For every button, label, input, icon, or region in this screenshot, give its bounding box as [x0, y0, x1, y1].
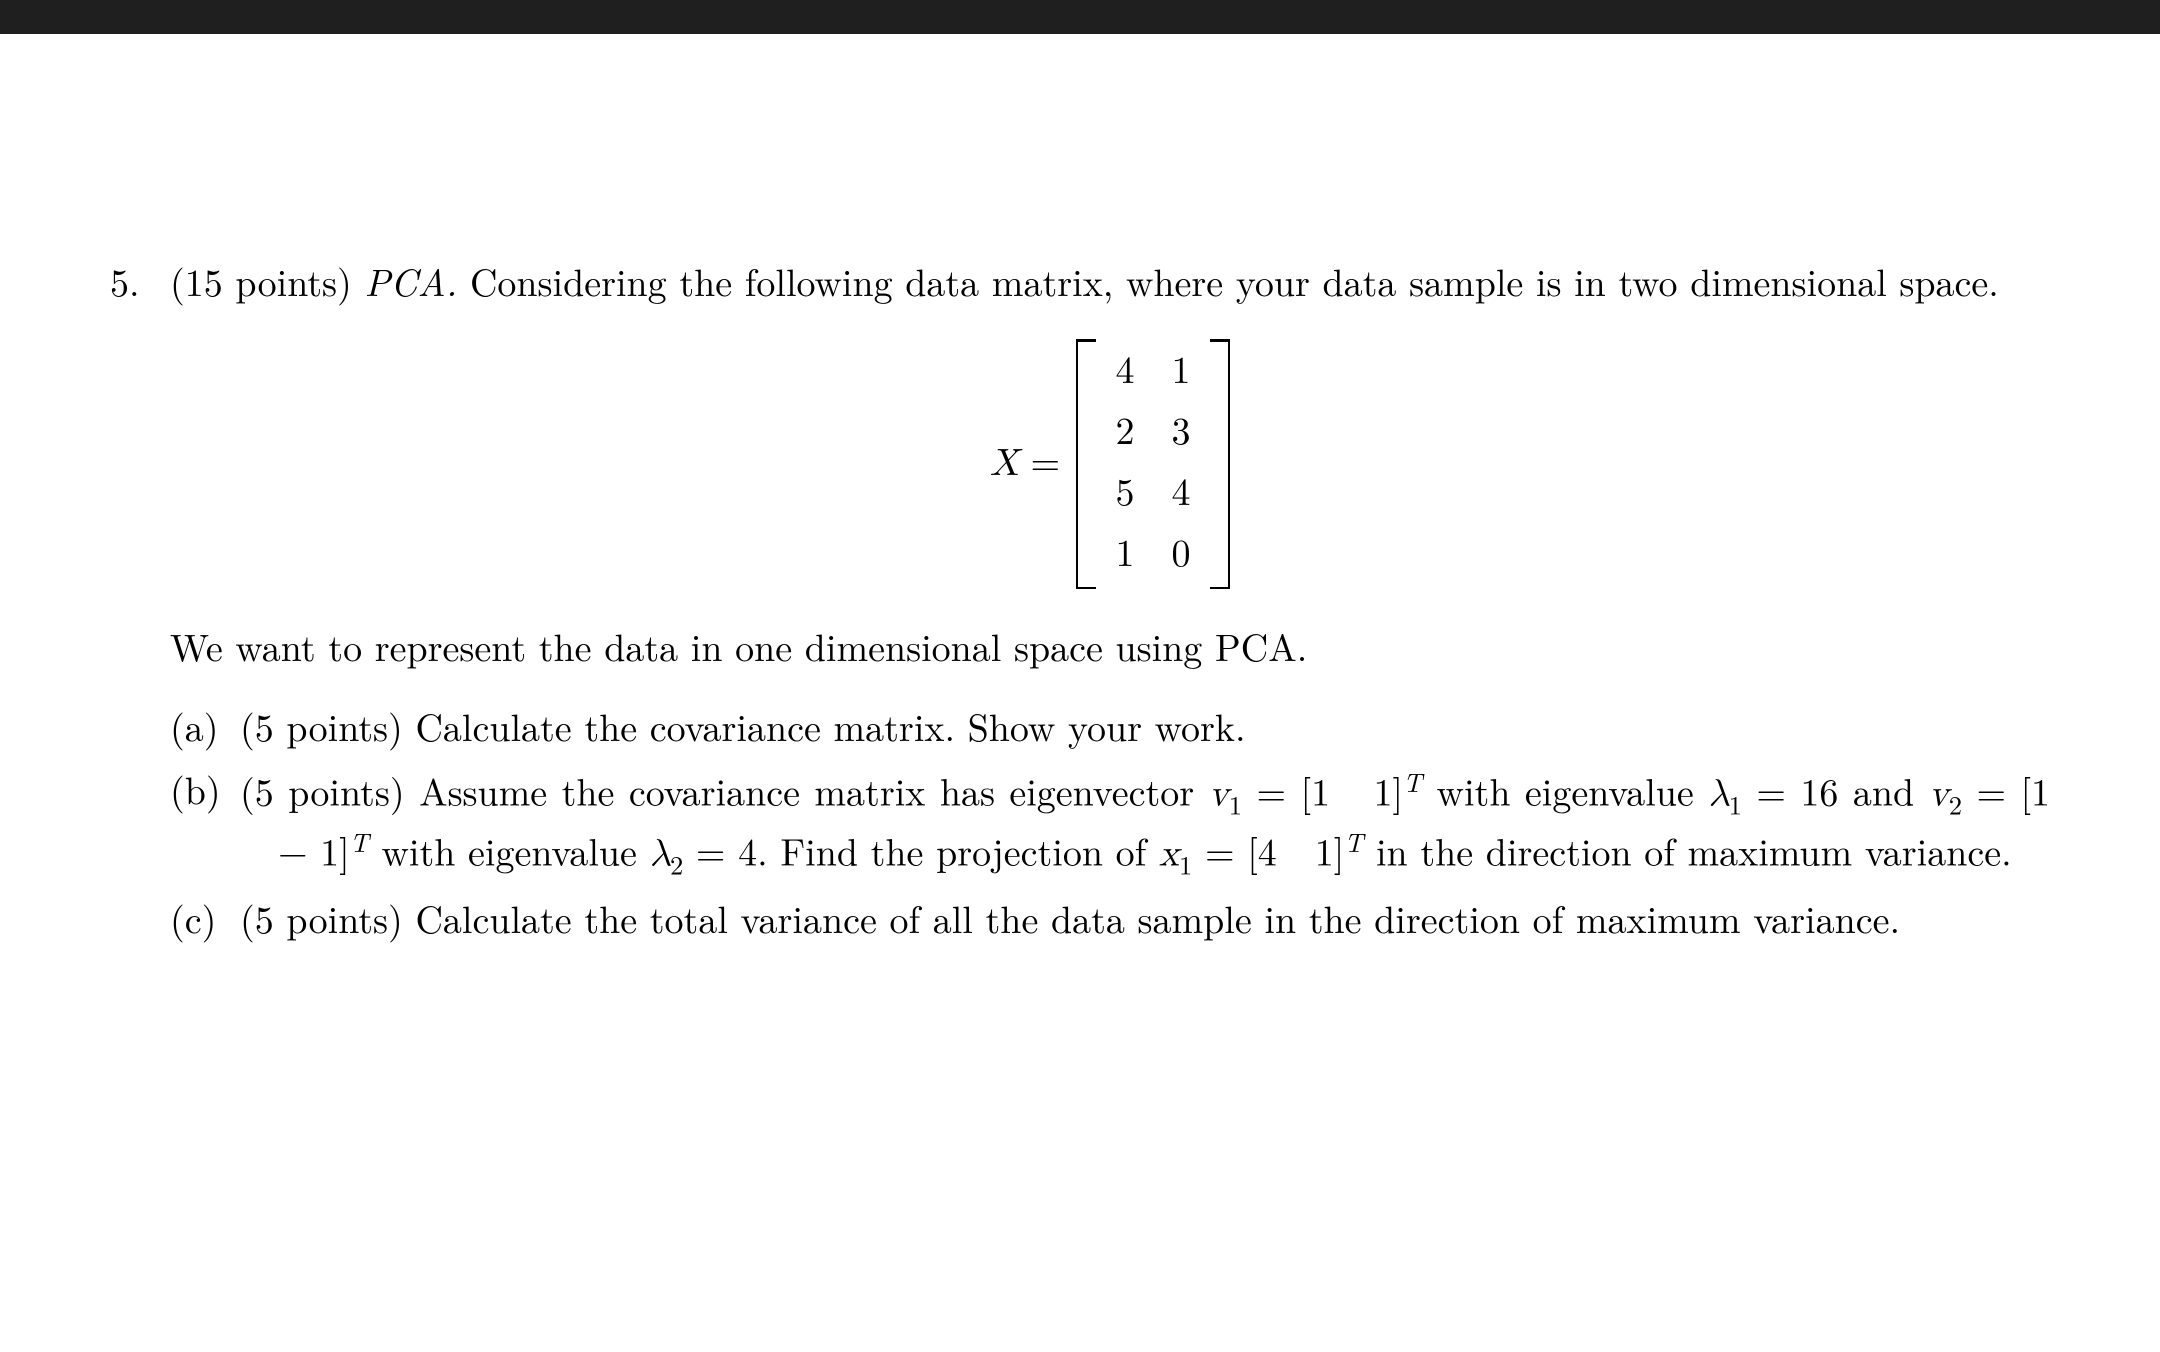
part-c-body: Calculate the total variance of all the …	[403, 891, 1900, 945]
intro-text: Considering the following data matrix, w…	[457, 254, 1999, 308]
left-bracket	[1076, 339, 1096, 589]
eq1: =	[1242, 763, 1300, 817]
v1-sub: 1	[1229, 784, 1242, 822]
v1-open: [1	[1301, 763, 1331, 817]
x1-mid: 1]	[1277, 824, 1345, 878]
part-b-label: (b)	[170, 762, 240, 884]
m-1-1: 3	[1170, 406, 1192, 461]
x1-sub: 1	[1179, 845, 1192, 883]
v2-mid: − 1]	[240, 824, 350, 878]
v1-vec: [1 1]	[1301, 763, 1404, 817]
part-b-tail: in the direction of maximum variance.	[1363, 824, 2011, 878]
page-content: 5. (15 points) PCA. Considering the foll…	[0, 34, 2160, 946]
lambda2-sub: 2	[670, 845, 683, 883]
part-b-text: (5 points) Assume the covariance matrix …	[240, 762, 2050, 884]
part-b-pre: Assume the covariance matrix has eigenve…	[405, 763, 1209, 817]
part-c: (c) (5 points) Calculate the total varia…	[170, 891, 2050, 946]
x1-vec: [4 1]	[1247, 824, 1344, 878]
x1-symbol: x	[1159, 836, 1179, 874]
part-a-points: (5 points)	[240, 699, 403, 753]
right-bracket	[1210, 339, 1230, 589]
m-3-1: 0	[1170, 528, 1192, 583]
with-eig1: with eigenvalue	[1422, 763, 1708, 817]
v2-sub: 2	[1949, 784, 1962, 822]
m-0-0: 4	[1114, 345, 1136, 400]
lambda1-val: = 16 and	[1742, 763, 1929, 817]
x1-open: [4	[1247, 824, 1277, 878]
m-1-0: 2	[1114, 406, 1136, 461]
m-2-0: 5	[1114, 467, 1136, 522]
part-a: (a) (5 points) Calculate the covariance …	[170, 699, 2050, 754]
part-a-label: (a)	[170, 699, 240, 754]
eq2: =	[1962, 763, 2020, 817]
part-a-text: (5 points) Calculate the covariance matr…	[240, 699, 2050, 754]
m-2-1: 4	[1170, 467, 1192, 522]
subparts: (a) (5 points) Calculate the covariance …	[170, 699, 2050, 947]
matrix-brackets: 4 1 2 3 5 4 1 0	[1076, 339, 1230, 589]
equals-sign: =	[1030, 437, 1060, 492]
part-c-points: (5 points)	[240, 891, 403, 945]
after-matrix-text: We want to represent the data in one dim…	[170, 619, 2050, 674]
problem-5: 5. (15 points) PCA. Considering the foll…	[110, 254, 2050, 946]
v1-mid: 1]	[1330, 763, 1403, 817]
v1-symbol: v	[1209, 775, 1229, 813]
lambda2-symbol: λ	[650, 836, 670, 874]
problem-body: (15 points) PCA. Considering the followi…	[170, 254, 2050, 946]
points-total: (15 points)	[170, 254, 352, 308]
matrix-cells: 4 1 2 3 5 4 1 0	[1096, 339, 1210, 589]
part-c-text: (5 points) Calculate the total variance …	[240, 891, 2050, 946]
lambda2-val: = 4. Find the projection of	[683, 824, 1159, 878]
problem-title: PCA.	[364, 254, 457, 308]
x1-T: T	[1344, 822, 1363, 860]
matrix-symbol: X	[990, 437, 1019, 492]
m-0-1: 1	[1170, 345, 1192, 400]
v2-open: [1	[2020, 763, 2050, 817]
part-b: (b) (5 points) Assume the covariance mat…	[170, 762, 2050, 884]
window-topbar	[0, 0, 2160, 34]
m-3-0: 1	[1114, 528, 1136, 583]
v2-T: T	[350, 822, 369, 860]
eq3: =	[1192, 824, 1247, 878]
data-matrix: X = 4 1 2 3 5 4 1 0	[170, 339, 2050, 589]
part-c-label: (c)	[170, 891, 240, 946]
v1-T: T	[1403, 762, 1422, 800]
v2-symbol: v	[1929, 775, 1949, 813]
problem-number: 5.	[110, 254, 170, 946]
lambda1-symbol: λ	[1708, 775, 1728, 813]
lambda1-sub: 1	[1729, 784, 1742, 822]
problem-intro: (15 points) PCA. Considering the followi…	[170, 254, 2050, 309]
part-a-body: Calculate the covariance matrix. Show yo…	[403, 699, 1246, 753]
part-b-points: (5 points)	[240, 763, 405, 817]
with-eig2: with eigenvalue	[369, 824, 650, 878]
